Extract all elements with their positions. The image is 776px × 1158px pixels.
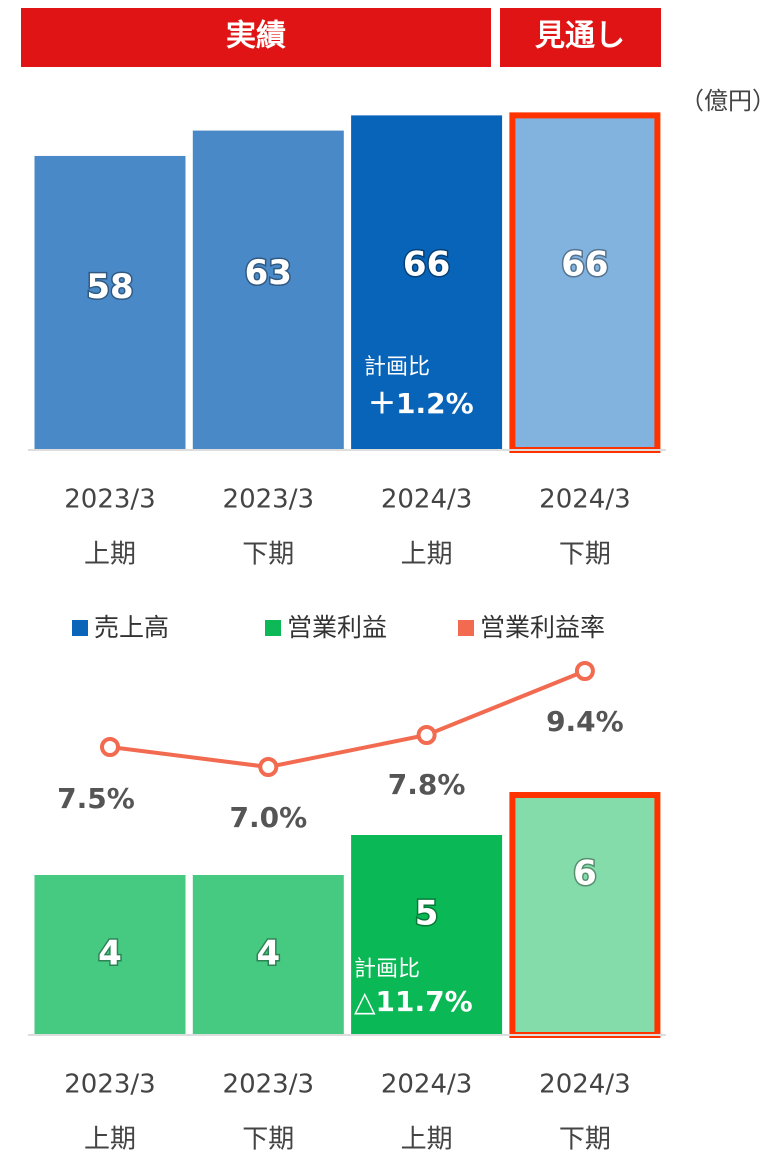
- x-tick-label: 2023/3: [64, 485, 155, 515]
- value-label: 4: [98, 934, 122, 974]
- line-label: 7.5%: [57, 782, 135, 815]
- x-tick-label: 2024/3: [539, 485, 630, 515]
- x-tick-label: 上期: [84, 540, 136, 570]
- line-label: 7.0%: [229, 801, 307, 834]
- x-tick-label: 2024/3: [381, 1070, 472, 1100]
- annotation: △11.7%: [354, 985, 473, 1018]
- x-tick-label: 2023/3: [223, 485, 314, 515]
- header-band: [21, 8, 491, 67]
- legend-swatch: [458, 620, 474, 636]
- value-label: 66: [561, 244, 608, 284]
- annotation: 計画比: [354, 957, 420, 982]
- x-tick-label: 上期: [401, 1125, 453, 1155]
- x-tick-label: 下期: [559, 540, 611, 570]
- line-label: 9.4%: [546, 705, 624, 738]
- annotation: ＋1.2%: [368, 387, 474, 420]
- header-forecast: 見通し: [535, 19, 625, 54]
- line-point: [258, 757, 279, 777]
- line-point: [574, 661, 595, 681]
- x-tick-label: 下期: [242, 540, 294, 570]
- annotation: 計画比: [364, 355, 430, 380]
- bar: [34, 875, 186, 1035]
- x-tick-label: 上期: [401, 540, 453, 570]
- legend-swatch: [265, 620, 281, 636]
- line-label: 7.8%: [388, 768, 466, 801]
- x-tick-label: 2024/3: [539, 1070, 630, 1100]
- value-label: 4: [256, 934, 280, 974]
- header-band: [500, 8, 661, 67]
- legend-label: 営業利益率: [480, 613, 605, 642]
- bar: [509, 112, 661, 453]
- header-actual: 実績: [226, 19, 286, 54]
- line-point: [416, 725, 437, 745]
- bar: [34, 155, 186, 450]
- bar: [509, 792, 661, 1038]
- x-tick-label: 下期: [242, 1125, 294, 1155]
- value-label: 6: [573, 854, 597, 894]
- legend-label: 営業利益: [287, 613, 387, 642]
- x-tick-label: 下期: [559, 1125, 611, 1155]
- unit: （億円）: [680, 87, 776, 115]
- x-tick-label: 2023/3: [223, 1070, 314, 1100]
- value-label: 58: [86, 267, 133, 307]
- value-label: 66: [403, 244, 450, 284]
- line-point: [100, 737, 120, 757]
- bar: [192, 875, 344, 1035]
- x-tick-label: 2024/3: [381, 485, 472, 515]
- x-tick-label: 2023/3: [64, 1070, 155, 1100]
- value-label: 5: [415, 894, 439, 934]
- line: [109, 669, 586, 770]
- bar: [351, 115, 503, 450]
- bar: [192, 130, 344, 450]
- value-label: 63: [245, 253, 292, 293]
- legend-label: 売上高: [94, 613, 169, 642]
- x-tick-label: 上期: [84, 1125, 136, 1155]
- bar: [351, 835, 503, 1035]
- legend-swatch: [72, 620, 88, 636]
